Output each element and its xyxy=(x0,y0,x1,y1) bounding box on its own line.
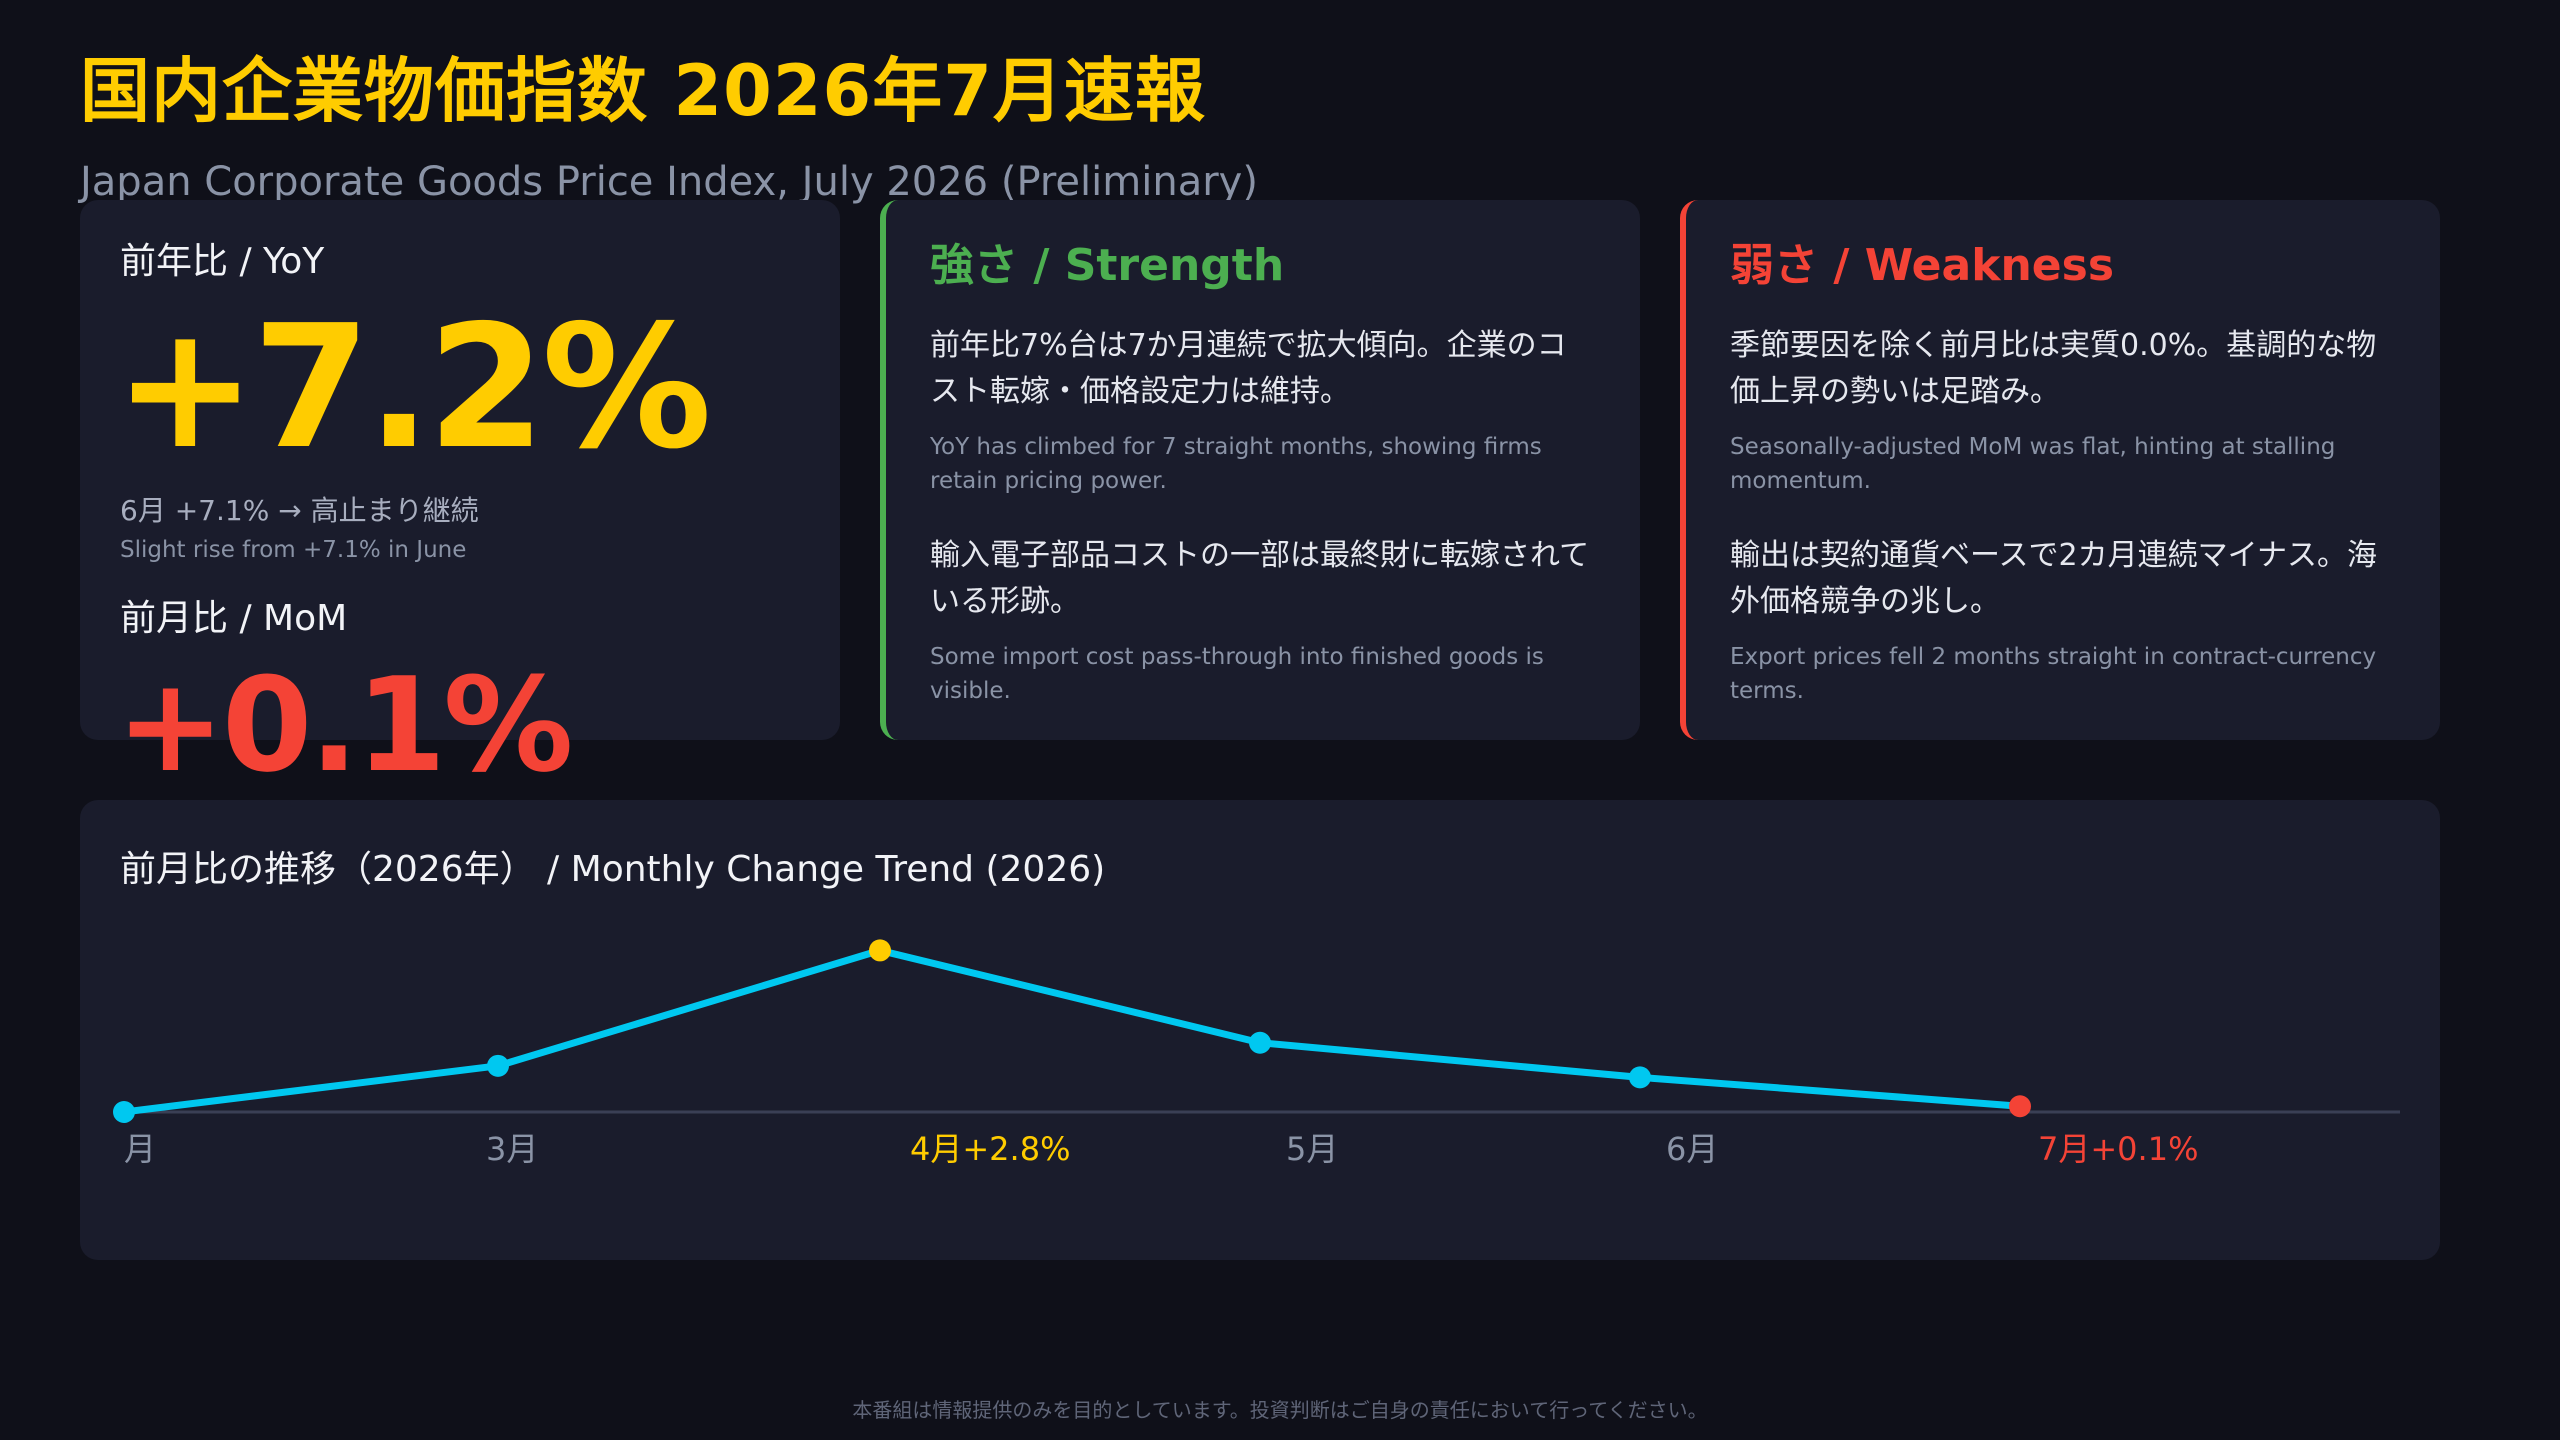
strength-point-jp: 前年比7%台は7か月連続で拡大傾向。企業のコスト転嫁・価格設定力は維持。 xyxy=(930,327,1567,410)
x-tick-label: 6月 xyxy=(1666,1130,1718,1168)
data-point xyxy=(2009,1095,2031,1118)
data-point xyxy=(1249,1031,1271,1054)
strength-point: 前年比7%台は7か月連続で拡大傾向。企業のコスト転嫁・価格設定力は維持。 YoY… xyxy=(930,323,1596,499)
strength-point-en: Some import cost pass-through into finis… xyxy=(930,643,1544,705)
trend-chart: 月 3月 4月+2.8% 5月 6月 7月+0.1% xyxy=(113,939,2400,1168)
weakness-point-jp: 輸出は契約通貨ベースで2カ月連続マイナス。海外価格競争の兆し。 xyxy=(1730,537,2377,620)
yoy-note-en: Slight rise from +7.1% in June xyxy=(120,537,467,564)
strength-point-jp: 輸入電子部品コストの一部は最終財に転嫁されている形跡。 xyxy=(930,537,1590,620)
strength-point: 輸入電子部品コストの一部は最終財に転嫁されている形跡。 Some import … xyxy=(930,533,1596,709)
kpi-card: 前年比 / YoY +7.2% 6月 +7.1% → 高止まり継続 Slight… xyxy=(80,200,840,790)
yoy-label: 前年比 / YoY xyxy=(120,241,325,282)
yoy-value: +7.2% xyxy=(114,289,712,488)
page-title: 国内企業物価指数 2026年7月速報 xyxy=(80,50,1206,132)
weakness-point: 季節要因を除く前月比は実質0.0%。基調的な物価上昇の勢いは足踏み。 Seaso… xyxy=(1730,323,2396,499)
series-line xyxy=(123,946,2021,1116)
chart-title: 前月比の推移（2026年） / Monthly Change Trend (20… xyxy=(120,849,1106,890)
x-tick-label: 4月+2.8% xyxy=(910,1130,1070,1168)
x-tick-label: 7月+0.1% xyxy=(2038,1130,2198,1168)
trend-chart-card: 前月比の推移（2026年） / Monthly Change Trend (20… xyxy=(80,800,2440,1260)
weakness-card: 弱さ / Weakness 季節要因を除く前月比は実質0.0%。基調的な物価上昇… xyxy=(1680,200,2440,740)
page-subtitle: Japan Corporate Goods Price Index, July … xyxy=(80,159,1258,205)
x-tick-label: 5月 xyxy=(1286,1130,1338,1168)
weakness-point-jp: 季節要因を除く前月比は実質0.0%。基調的な物価上昇の勢いは足踏み。 xyxy=(1730,327,2377,410)
disclaimer: 本番組は情報提供のみを目的としています。投資判断はご自身の責任において行ってくだ… xyxy=(852,1398,1708,1422)
weakness-point-en: Export prices fell 2 months straight in … xyxy=(1730,643,2377,705)
weakness-point: 輸出は契約通貨ベースで2カ月連続マイナス。海外価格競争の兆し。 Export p… xyxy=(1730,533,2396,709)
weakness-point-en: Seasonally-adjusted MoM was flat, hintin… xyxy=(1730,433,2336,495)
data-point xyxy=(869,939,891,962)
yoy-note-jp: 6月 +7.1% → 高止まり継続 xyxy=(120,494,479,528)
data-point xyxy=(487,1054,509,1077)
strength-point-en: YoY has climbed for 7 straight months, s… xyxy=(930,433,1542,495)
mom-value: +0.1% xyxy=(116,649,573,802)
data-point xyxy=(113,1101,135,1123)
strength-title: 強さ / Strength xyxy=(930,240,1285,291)
mom-label: 前月比 / MoM xyxy=(120,598,348,640)
strength-card: 強さ / Strength 前年比7%台は7か月連続で拡大傾向。企業のコスト転嫁… xyxy=(880,200,1640,740)
x-tick-label: 3月 xyxy=(486,1130,538,1168)
weakness-title: 弱さ / Weakness xyxy=(1730,240,2115,291)
data-point xyxy=(1629,1066,1651,1089)
x-tick-label: 月 xyxy=(124,1130,156,1168)
